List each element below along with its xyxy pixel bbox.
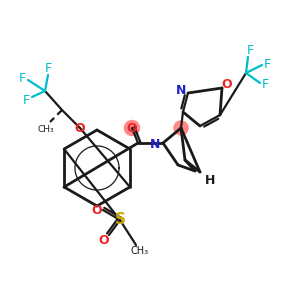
Text: F: F — [18, 71, 26, 85]
Text: F: F — [246, 44, 254, 56]
Circle shape — [174, 121, 188, 135]
Text: F: F — [261, 77, 268, 91]
Text: H: H — [205, 173, 215, 187]
Text: F: F — [44, 61, 52, 74]
Text: N: N — [176, 83, 186, 97]
Text: CH₃: CH₃ — [38, 124, 54, 134]
Text: F: F — [22, 94, 30, 106]
Circle shape — [124, 121, 140, 136]
Text: S: S — [115, 212, 125, 227]
Text: CH₃: CH₃ — [131, 246, 149, 256]
Text: N: N — [150, 137, 160, 151]
Text: O: O — [75, 122, 85, 134]
Text: O: O — [127, 122, 137, 134]
Text: O: O — [99, 235, 109, 248]
Text: O: O — [222, 79, 232, 92]
Text: F: F — [263, 58, 271, 70]
Text: O: O — [92, 203, 102, 217]
